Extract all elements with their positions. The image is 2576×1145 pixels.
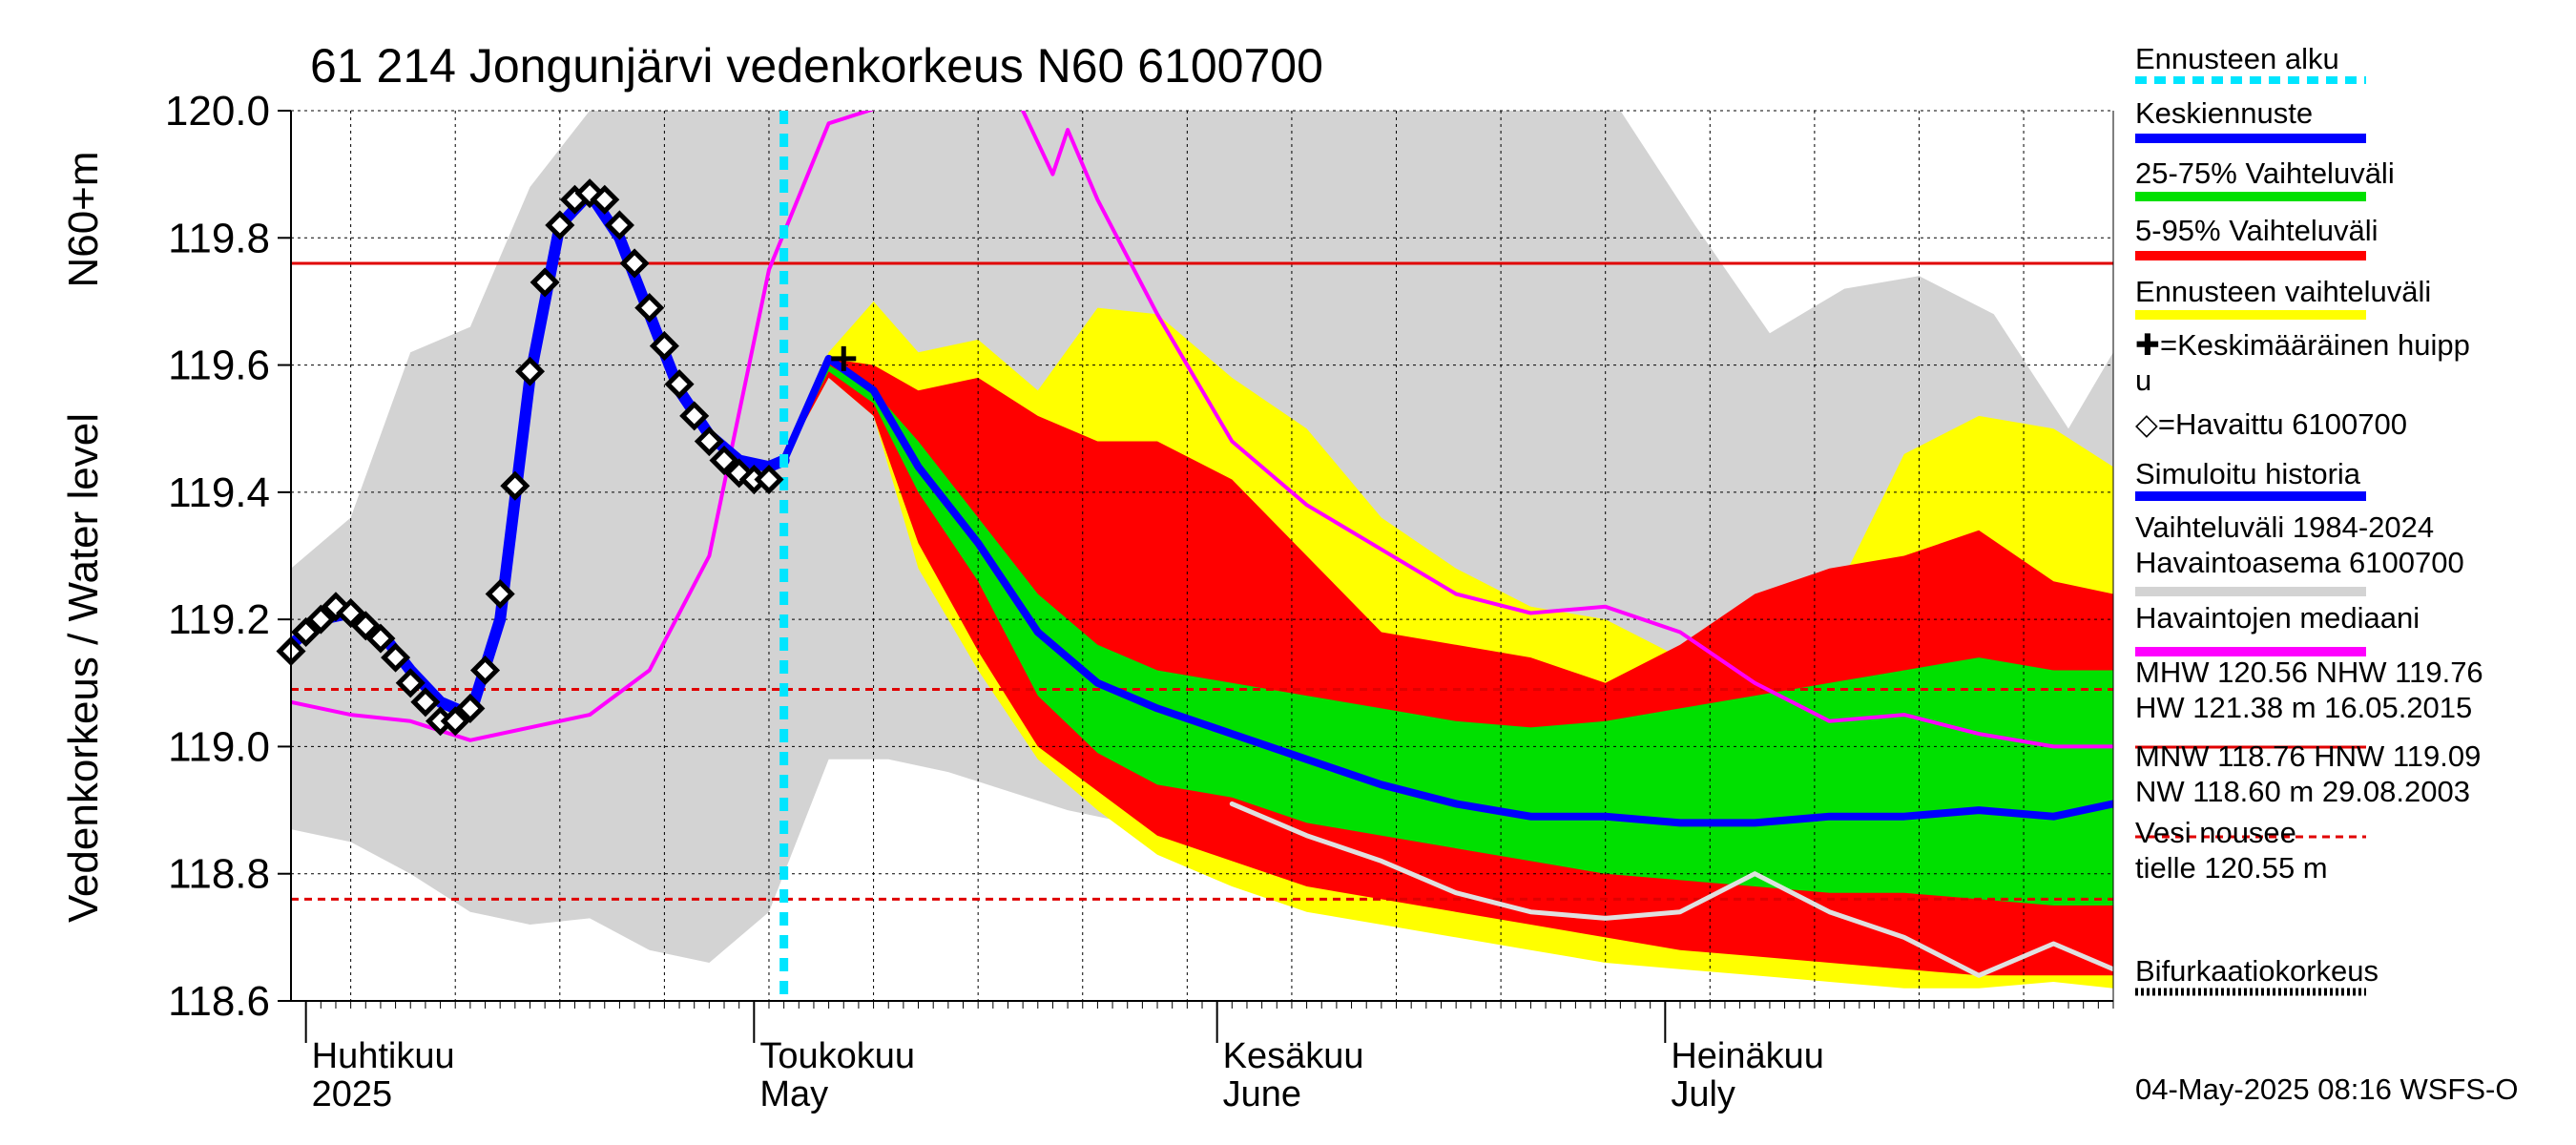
x-month-label: Huhtikuu — [312, 1036, 455, 1076]
series-observed-median — [291, 111, 2113, 749]
observed-point — [634, 293, 665, 323]
legend-label-line2: u — [2135, 364, 2151, 397]
x-month-sublabel: July — [1671, 1074, 1735, 1114]
y-axis-unit-label: N60+m — [60, 151, 107, 287]
observed-point — [514, 356, 546, 386]
legend-label-line2: NW 118.60 m 29.08.2003 — [2135, 775, 2470, 808]
y-tick-label: 119.8 — [168, 215, 270, 261]
y-tick-label: 118.8 — [168, 851, 270, 898]
observed-point — [694, 427, 724, 457]
legend-label: Ennusteen vaihteluväli — [2135, 275, 2431, 308]
legend-label: ◇=Havaittu 6100700 — [2135, 407, 2407, 441]
chart-footer: 04-May-2025 08:16 WSFS-O — [2135, 1072, 2518, 1106]
observed-point — [485, 578, 515, 610]
y-axis-label: Vedenkorkeus / Water level — [60, 413, 107, 923]
legend-label: Simuloitu historia — [2135, 457, 2361, 490]
x-month-sublabel: May — [759, 1074, 828, 1114]
observed-point — [500, 470, 530, 501]
legend-label: Vesi nousee — [2135, 816, 2296, 849]
legend-label: 5-95% Vaihteluväli — [2135, 214, 2378, 247]
x-month-label: Kesäkuu — [1223, 1036, 1364, 1076]
observed-point — [709, 446, 739, 476]
observed-point — [350, 611, 381, 641]
observed-point — [545, 210, 575, 240]
observed-point — [590, 184, 620, 215]
observed-point — [619, 248, 650, 279]
x-month-label: Toukokuu — [759, 1036, 915, 1076]
observed-point — [336, 597, 366, 629]
observed-point — [410, 687, 441, 718]
y-tick-label: 119.6 — [168, 343, 270, 389]
legend-label: 25-75% Vaihteluväli — [2135, 156, 2395, 190]
observed-point — [365, 623, 396, 654]
observed-point — [395, 668, 426, 698]
x-month-label: Heinäkuu — [1671, 1036, 1824, 1076]
observed-point — [455, 693, 486, 723]
observed-point — [530, 267, 560, 298]
y-tick-label: 120.0 — [165, 88, 270, 135]
legend-label: MNW 118.76 HNW 119.09 — [2135, 739, 2481, 773]
legend-label: Bifurkaatiokorkeus — [2135, 954, 2379, 988]
x-month-sublabel: 2025 — [312, 1074, 393, 1114]
observed-point — [649, 331, 679, 362]
legend-label: Havaintojen mediaani — [2135, 601, 2420, 635]
series-history-lower-bound — [1229, 801, 2113, 978]
y-tick-label: 118.6 — [168, 978, 270, 1025]
envelope-p25-75 — [783, 364, 2113, 906]
observed-point — [305, 604, 336, 635]
series-mean-forecast — [779, 354, 2113, 827]
legend-label-line2: HW 121.38 m 16.05.2015 — [2135, 691, 2472, 724]
observed-point — [664, 369, 695, 400]
legend-label: Keskiennuste — [2135, 96, 2313, 130]
observed-point — [381, 642, 411, 673]
legend-label: Ennusteen alku — [2135, 42, 2339, 75]
legend-label: Vaihteluväli 1984-2024 — [2135, 510, 2434, 544]
observed-point — [291, 616, 322, 648]
observed-point — [679, 401, 710, 431]
legend-label-line2: tielle 120.55 m — [2135, 851, 2328, 885]
x-month-sublabel: June — [1223, 1074, 1301, 1114]
chart-title: 61 214 Jongunjärvi vedenkorkeus N60 6100… — [310, 39, 1323, 93]
y-tick-label: 119.0 — [168, 723, 270, 770]
observed-point — [754, 464, 784, 495]
observed-point — [604, 210, 634, 240]
y-tick-label: 119.2 — [168, 596, 270, 643]
legend-label-line2: Havaintoasema 6100700 — [2135, 546, 2464, 579]
observed-point — [469, 655, 501, 685]
peak-marker — [831, 345, 857, 371]
legend-label: MHW 120.56 NHW 119.76 — [2135, 656, 2483, 689]
y-tick-label: 119.4 — [168, 469, 270, 516]
legend-label: ✚=Keskimääräinen huipp — [2135, 328, 2470, 362]
observed-point — [440, 706, 470, 737]
